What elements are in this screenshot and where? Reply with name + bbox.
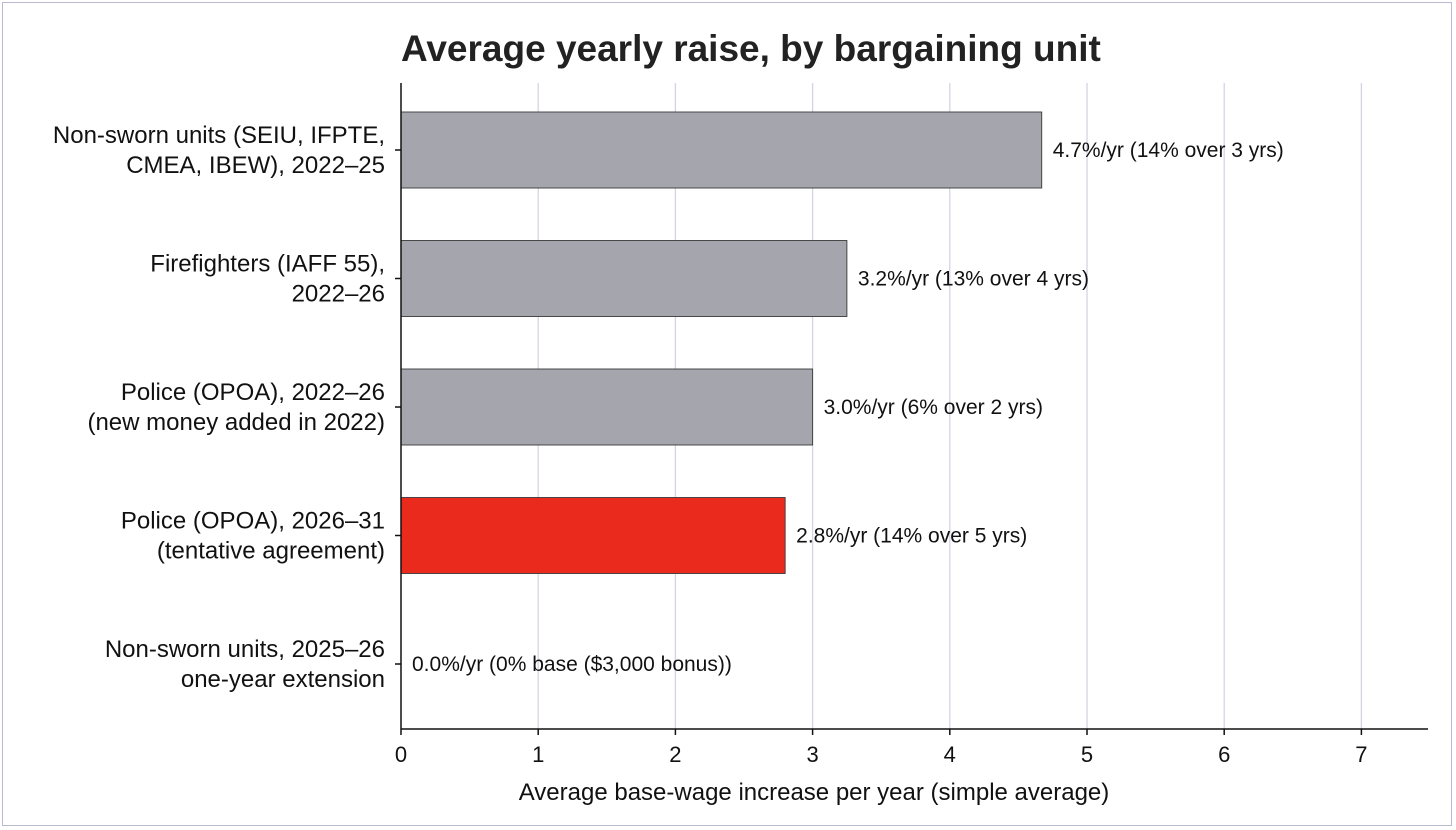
- bar-chart: Average yearly raise, by bargaining unit…: [53, 28, 1428, 806]
- data-label: 3.2%/yr (13% over 4 yrs): [858, 268, 1089, 291]
- data-label: 2.8%/yr (14% over 5 yrs): [796, 525, 1027, 548]
- category-label: Police (OPOA), 2026–31 (tentative agreeme…: [121, 508, 385, 565]
- data-label: 0.0%/yr (0% base ($3,000 bonus)): [412, 653, 732, 676]
- data-label: 4.7%/yr (14% over 3 yrs): [1053, 139, 1284, 162]
- x-tick-label: 1: [532, 742, 544, 767]
- category-labels: Non-sworn units (SEIU, IFPTE, CMEA, IBEW)…: [53, 122, 385, 693]
- category-label-line: Non-sworn units (SEIU, IFPTE,: [53, 122, 385, 149]
- data-label: 3.0%/yr (6% over 2 yrs): [824, 396, 1043, 419]
- category-label: Firefighters (IAFF 55), 2022–26: [150, 251, 385, 308]
- x-axis-title: Average base-wage increase per year (sim…: [519, 779, 1110, 806]
- bar: [400, 240, 848, 317]
- category-label: Non-sworn units, 2025–26 one-year extensi…: [105, 636, 385, 693]
- category-label-line: (new money added in 2022): [87, 409, 385, 436]
- bar-highlighted: [400, 497, 786, 574]
- x-tick-label: 2: [669, 742, 681, 767]
- data-labels: 4.7%/yr (14% over 3 yrs) 3.2%/yr (13% ove…: [412, 139, 1284, 676]
- axes: [395, 83, 1428, 735]
- x-tick-label: 0: [395, 742, 407, 767]
- category-label: Police (OPOA), 2022–26 (new money added i…: [87, 379, 385, 436]
- bars: [400, 111, 1043, 574]
- x-tick-label: 4: [944, 742, 956, 767]
- x-tick-label: 3: [806, 742, 818, 767]
- x-tick-label: 5: [1081, 742, 1093, 767]
- x-tick-label: 6: [1218, 742, 1230, 767]
- category-label: Non-sworn units (SEIU, IFPTE, CMEA, IBEW)…: [53, 122, 385, 179]
- category-label-line: Firefighters (IAFF 55),: [150, 251, 385, 278]
- bar: [400, 111, 1043, 189]
- x-tick-labels: 0 1 2 3 4 5 6 7: [395, 742, 1368, 767]
- category-label-line: Police (OPOA), 2026–31: [121, 508, 385, 535]
- category-label-line: CMEA, IBEW), 2022–25: [126, 152, 385, 179]
- category-label-line: (tentative agreement): [157, 538, 385, 565]
- category-label-line: 2022–26: [292, 281, 385, 308]
- chart-title: Average yearly raise, by bargaining unit: [401, 28, 1101, 69]
- category-label-line: Police (OPOA), 2022–26: [121, 379, 385, 406]
- x-tick-label: 7: [1355, 742, 1367, 767]
- category-label-line: Non-sworn units, 2025–26: [105, 636, 385, 663]
- category-label-line: one-year extension: [181, 666, 385, 693]
- bar: [400, 368, 814, 446]
